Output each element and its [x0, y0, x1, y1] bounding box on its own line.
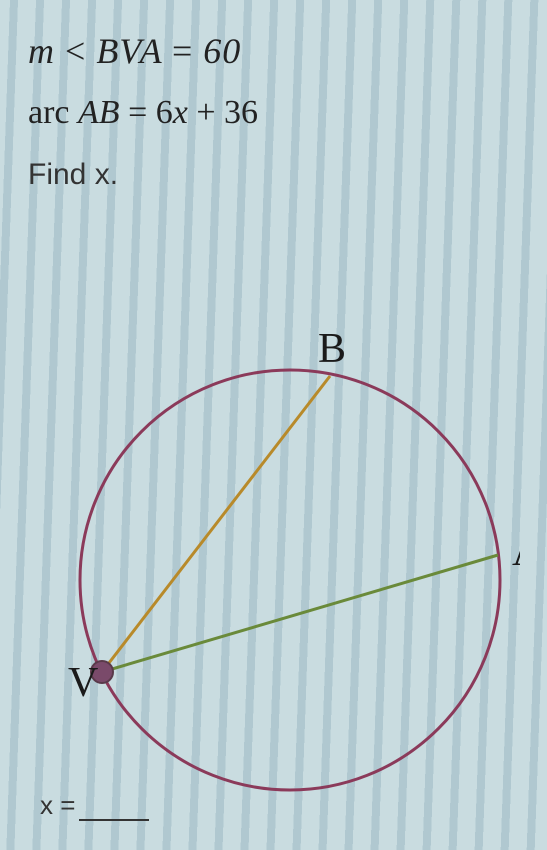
arc-prefix: arc [28, 94, 78, 131]
circle-diagram: V B A [30, 280, 520, 800]
equation-angle: m < BVA = 60 [28, 30, 519, 72]
arc-rhs: = 6x + 36 [120, 94, 258, 131]
chord-VA [102, 555, 498, 672]
arc-var: AB [78, 94, 120, 131]
point-label-V: V [68, 660, 98, 706]
point-label-B: B [318, 326, 346, 372]
equation-arc: arc AB = 6x + 36 [28, 94, 519, 132]
answer-label: x = [40, 790, 75, 820]
angle-text: m < BVA = 60 [28, 31, 241, 71]
find-prompt: Find x. [28, 158, 519, 192]
answer-line: x = [40, 790, 149, 821]
circle-outline [80, 370, 500, 790]
point-label-A: A [512, 529, 520, 575]
chord-VB [102, 376, 330, 672]
answer-blank[interactable] [79, 819, 149, 821]
